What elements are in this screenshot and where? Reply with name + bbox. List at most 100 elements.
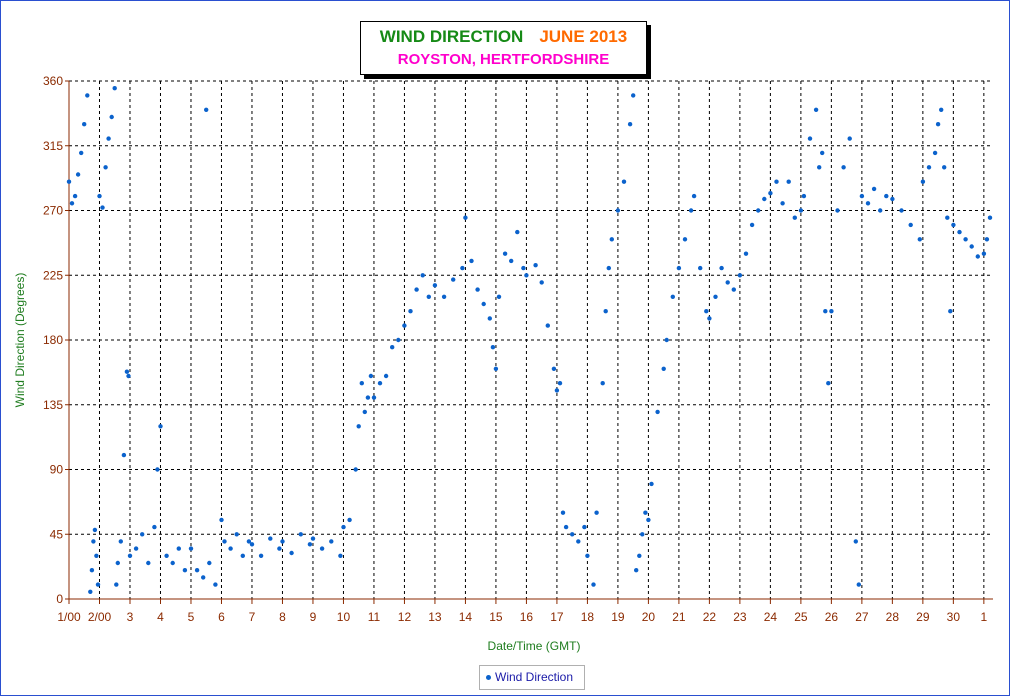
data-point (737, 273, 743, 278)
data-point (353, 467, 358, 472)
x-tick-label: 13 (428, 610, 442, 624)
x-tick-label: 4 (157, 610, 164, 624)
chart-title: WIND DIRECTION JUNE 2013 (361, 27, 646, 47)
legend: Wind Direction (479, 665, 585, 690)
data-point (646, 517, 651, 523)
x-axis-title: Date/Time (GMT) (488, 639, 581, 653)
data-point (688, 208, 694, 213)
data-point (713, 294, 718, 299)
x-tick-label: 23 (733, 610, 747, 624)
data-point (222, 539, 227, 544)
data-point (676, 265, 682, 271)
data-point (984, 237, 990, 242)
data-point (908, 222, 913, 228)
data-point (402, 323, 407, 328)
data-point (939, 107, 944, 113)
data-point (615, 208, 621, 213)
data-point (847, 136, 852, 141)
data-point (509, 258, 514, 264)
data-point (975, 254, 980, 259)
data-point (69, 201, 75, 206)
data-point (634, 568, 639, 573)
data-point (856, 582, 861, 587)
data-point (201, 575, 206, 580)
data-point (576, 539, 581, 544)
y-tick-label: 180 (43, 333, 63, 347)
grid-lines (69, 80, 993, 599)
data-point (774, 179, 779, 184)
data-point (158, 424, 163, 429)
data-point (188, 546, 194, 551)
data-point (118, 539, 124, 544)
data-point (969, 244, 974, 249)
x-tick-label: 25 (794, 610, 808, 624)
data-point (945, 215, 950, 220)
data-points (66, 86, 993, 594)
data-point (655, 409, 660, 415)
data-point (124, 369, 130, 374)
data-point (539, 280, 544, 285)
data-point (152, 524, 157, 530)
data-point (91, 539, 96, 544)
data-point (94, 553, 99, 558)
x-tick-label: 14 (459, 610, 473, 624)
data-point (762, 196, 767, 202)
data-point (917, 237, 922, 242)
data-point (432, 283, 438, 288)
data-point (951, 222, 956, 228)
data-point (813, 107, 819, 113)
data-point (920, 179, 926, 184)
data-point (865, 201, 871, 206)
data-point (310, 536, 316, 541)
data-point (176, 546, 181, 551)
chart-title-month: JUNE 2013 (539, 27, 628, 46)
data-point (545, 323, 550, 328)
data-point (66, 179, 72, 184)
data-point (643, 510, 648, 515)
data-point (204, 107, 209, 113)
x-tick-label: 12 (398, 610, 412, 624)
data-point (801, 193, 807, 199)
y-tick-label: 315 (43, 139, 63, 153)
data-point (207, 560, 212, 566)
data-point (359, 381, 364, 386)
data-point (341, 524, 346, 530)
data-point (146, 560, 151, 566)
x-tick-label: 7 (249, 610, 256, 624)
y-tick-label: 45 (50, 527, 64, 541)
data-point (408, 309, 413, 314)
y-tick-label: 0 (56, 592, 63, 606)
data-point (981, 251, 987, 256)
data-point (609, 237, 614, 242)
x-tick-label: 2/00 (88, 610, 112, 624)
data-point (853, 539, 858, 544)
data-point (820, 150, 825, 156)
data-point (487, 316, 492, 321)
data-point (82, 122, 87, 127)
data-point (103, 165, 108, 170)
data-point (414, 287, 419, 292)
data-point (329, 539, 334, 544)
data-point (362, 409, 367, 415)
y-tick-label: 360 (43, 74, 63, 88)
data-point (347, 517, 352, 523)
data-point (249, 542, 255, 547)
data-point (114, 582, 119, 587)
y-tick-labels: 0 45 90 135 180 225 270 315 360 (43, 74, 69, 606)
data-point (115, 560, 121, 566)
data-point (585, 553, 590, 558)
data-point (126, 373, 131, 379)
data-point (698, 265, 703, 271)
y-tick-label: 270 (43, 204, 63, 218)
x-tick-label: 18 (581, 610, 595, 624)
data-point (396, 337, 401, 343)
data-point (719, 265, 724, 271)
data-point (140, 532, 145, 537)
data-point (496, 294, 502, 299)
data-point (97, 193, 102, 199)
data-point (749, 222, 755, 228)
data-point (121, 452, 127, 458)
data-point (182, 568, 188, 573)
